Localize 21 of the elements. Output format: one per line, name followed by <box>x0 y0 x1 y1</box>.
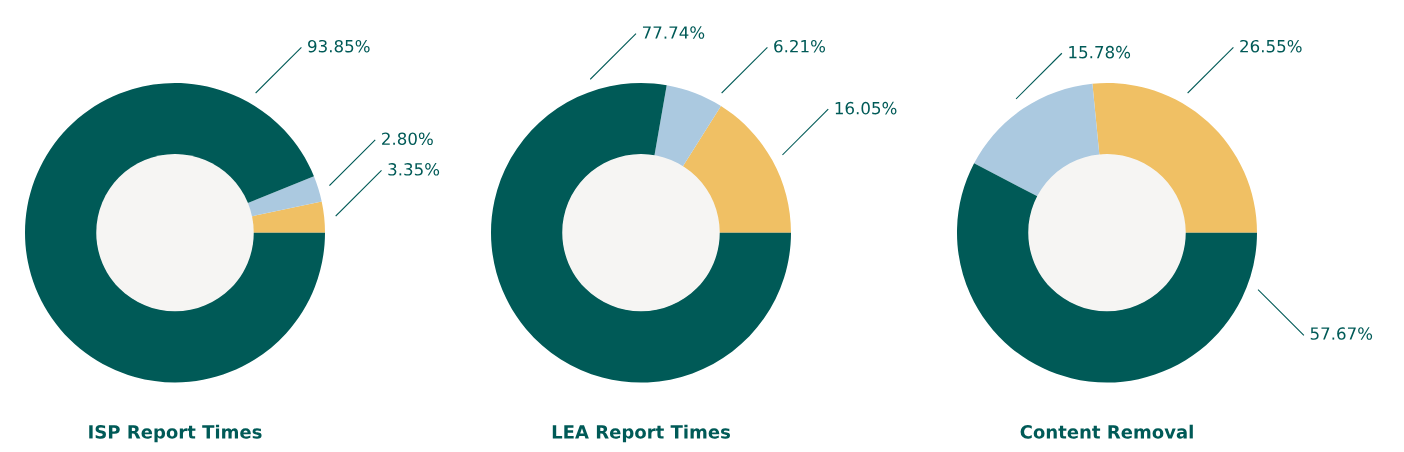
data-label: 2.80% <box>382 132 433 146</box>
data-label: 77.74% <box>642 26 705 39</box>
donut-slice <box>1092 82 1257 233</box>
data-label: 16.05% <box>835 101 897 115</box>
text: LEA Report Times <box>552 424 730 443</box>
data-label: 6.21% <box>774 39 826 53</box>
data-label: 26.55% <box>1240 39 1302 53</box>
text: ISP Report Times <box>89 424 262 443</box>
data-label: 3.35% <box>388 163 440 176</box>
donut-slice <box>491 82 791 383</box>
text: Content Removal <box>1020 424 1193 439</box>
donut-slice <box>251 201 325 233</box>
data-label: 57.67% <box>1310 327 1373 340</box>
donut-slice <box>654 85 721 167</box>
donut-slice <box>957 163 1257 383</box>
donut-slice <box>25 82 325 383</box>
data-label: 15.78% <box>1069 45 1131 59</box>
donut-slice <box>247 176 322 217</box>
donut-slice <box>682 105 791 233</box>
data-label: 93.85% <box>308 39 370 53</box>
donut-slice <box>974 83 1100 197</box>
